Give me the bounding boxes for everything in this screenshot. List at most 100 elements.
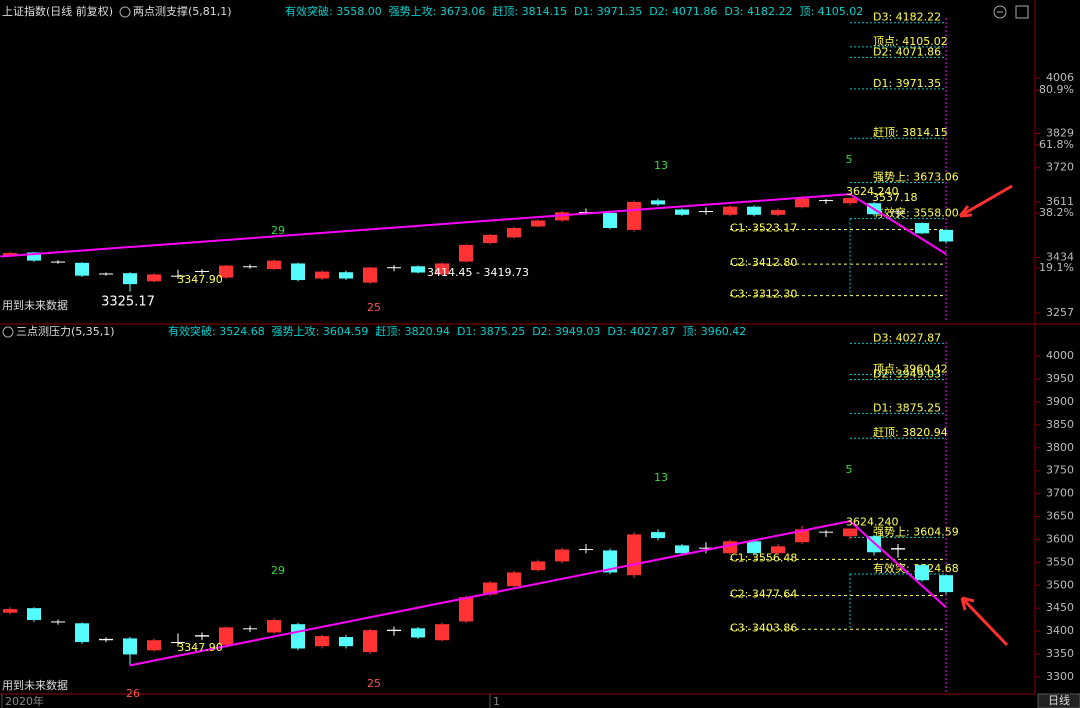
candle-body <box>843 528 857 537</box>
candle-body <box>723 541 737 554</box>
candle-body <box>747 206 761 215</box>
pivot-label: 3624.240 <box>846 185 899 198</box>
candle-body <box>171 642 185 644</box>
y-tick-label: 3600 <box>1046 532 1074 545</box>
y-tick-label: 3450 <box>1046 601 1074 614</box>
candle-body <box>483 582 497 595</box>
candle-body <box>411 266 425 273</box>
arrow <box>960 596 1009 647</box>
y-tick-label: 3650 <box>1046 510 1074 523</box>
candle-body <box>843 197 857 204</box>
y-tick-label: 3829 <box>1046 127 1074 140</box>
annotation: 3414.45 - 3419.73 <box>427 266 529 279</box>
target-label: 有效突: 3558.00 <box>873 206 959 220</box>
x-tick-label: 2020年 <box>5 694 44 708</box>
indicator-values: 有效突破: 3524.68 强势上攻: 3604.59 赶顶: 3820.94 … <box>168 324 746 338</box>
candle-body <box>675 545 689 554</box>
candle-body <box>315 271 329 279</box>
candle-body <box>411 628 425 638</box>
candle-body <box>3 609 17 613</box>
window-button[interactable] <box>1015 5 1029 19</box>
period-button[interactable] <box>1037 693 1080 708</box>
candle-body <box>627 201 641 230</box>
target-label: 赶顶: 3820.94 <box>873 425 948 439</box>
candle-body <box>939 575 953 593</box>
candle-body <box>459 597 473 622</box>
indicator-name: 两点测支撑(5,81,1) <box>133 4 232 18</box>
candle-body <box>795 198 809 208</box>
candle-body <box>603 212 617 228</box>
annotation: 用到未来数据 <box>2 298 68 312</box>
candle-body <box>795 529 809 543</box>
y-tick-label: 3400 <box>1046 624 1074 637</box>
arrow <box>958 184 1013 218</box>
support-label: C1: 3556.48 <box>730 551 797 564</box>
candle-body <box>435 624 449 641</box>
y-tick-label: 4006 <box>1046 71 1074 84</box>
y2-tick-label: 80.9% <box>1039 83 1074 96</box>
candle-body <box>891 548 905 550</box>
candle-body <box>915 565 929 581</box>
candle-body <box>651 200 665 205</box>
candle-body <box>3 253 17 256</box>
candle-body <box>603 550 617 573</box>
candle-body <box>243 266 257 268</box>
annotation: 5 <box>846 463 853 476</box>
y-tick-label: 4000 <box>1046 349 1074 362</box>
candle-body <box>771 546 785 554</box>
candle-body <box>339 637 353 647</box>
indicator-icon[interactable] <box>2 326 14 338</box>
candle-body <box>147 640 161 651</box>
y-tick-label: 3700 <box>1046 487 1074 500</box>
candle-body <box>555 212 569 221</box>
candle-body <box>555 549 569 562</box>
indicator-name: 三点测压力(5,35,1) <box>16 325 115 338</box>
y-tick-label: 3500 <box>1046 578 1074 591</box>
trend-line <box>0 193 947 258</box>
candle-body <box>651 532 665 539</box>
y-tick-label: 3434 <box>1046 250 1074 263</box>
candle-body <box>819 200 833 202</box>
candle-body <box>819 531 833 533</box>
annotation: 25 <box>367 301 381 314</box>
annotation: 29 <box>271 224 285 237</box>
candle-body <box>123 273 137 285</box>
y-tick-label: 3611 <box>1046 195 1074 208</box>
candle-body <box>699 547 713 549</box>
target-label: D1: 3875.25 <box>873 401 941 414</box>
target-label: 顶点: 4105.02 <box>873 35 948 48</box>
candle-body <box>243 628 257 630</box>
candle-body <box>507 572 521 587</box>
candle-body <box>507 227 521 238</box>
indicator-values: 有效突破: 3558.00 强势上攻: 3673.06 赶顶: 3814.15 … <box>285 4 863 18</box>
candle-body <box>147 274 161 282</box>
window-button[interactable] <box>993 5 1007 19</box>
candle-body <box>267 260 281 270</box>
candle-body <box>27 608 41 621</box>
candle-body <box>531 561 545 571</box>
y-tick-label: 3550 <box>1046 555 1074 568</box>
candle-body <box>579 549 593 551</box>
annotation: 3325.17 <box>101 295 155 310</box>
indicator-icon[interactable] <box>119 6 131 18</box>
candle-body <box>627 534 641 576</box>
x-tick-label: 1 <box>493 695 500 708</box>
support-label: C2: 3477.64 <box>730 588 797 601</box>
target-label: 强势上: 3673.06 <box>873 170 959 183</box>
annotation: 3347.90 <box>177 641 223 654</box>
annotation: 3347.90 <box>177 273 223 286</box>
chart-title: 上证指数(日线 前复权) <box>2 4 113 18</box>
target-label: 赶顶: 3814.15 <box>873 125 948 139</box>
y-tick-label: 3720 <box>1046 161 1074 174</box>
y2-tick-label: 61.8% <box>1039 138 1074 151</box>
candle-body <box>939 229 953 242</box>
trend-line <box>129 520 947 667</box>
y-tick-label: 3350 <box>1046 647 1074 660</box>
candle-body <box>219 265 233 278</box>
candle-body <box>387 629 401 632</box>
candle-body <box>699 211 713 213</box>
annotation: 用到未来数据 <box>2 678 68 692</box>
y2-tick-label: 19.1% <box>1039 261 1074 274</box>
